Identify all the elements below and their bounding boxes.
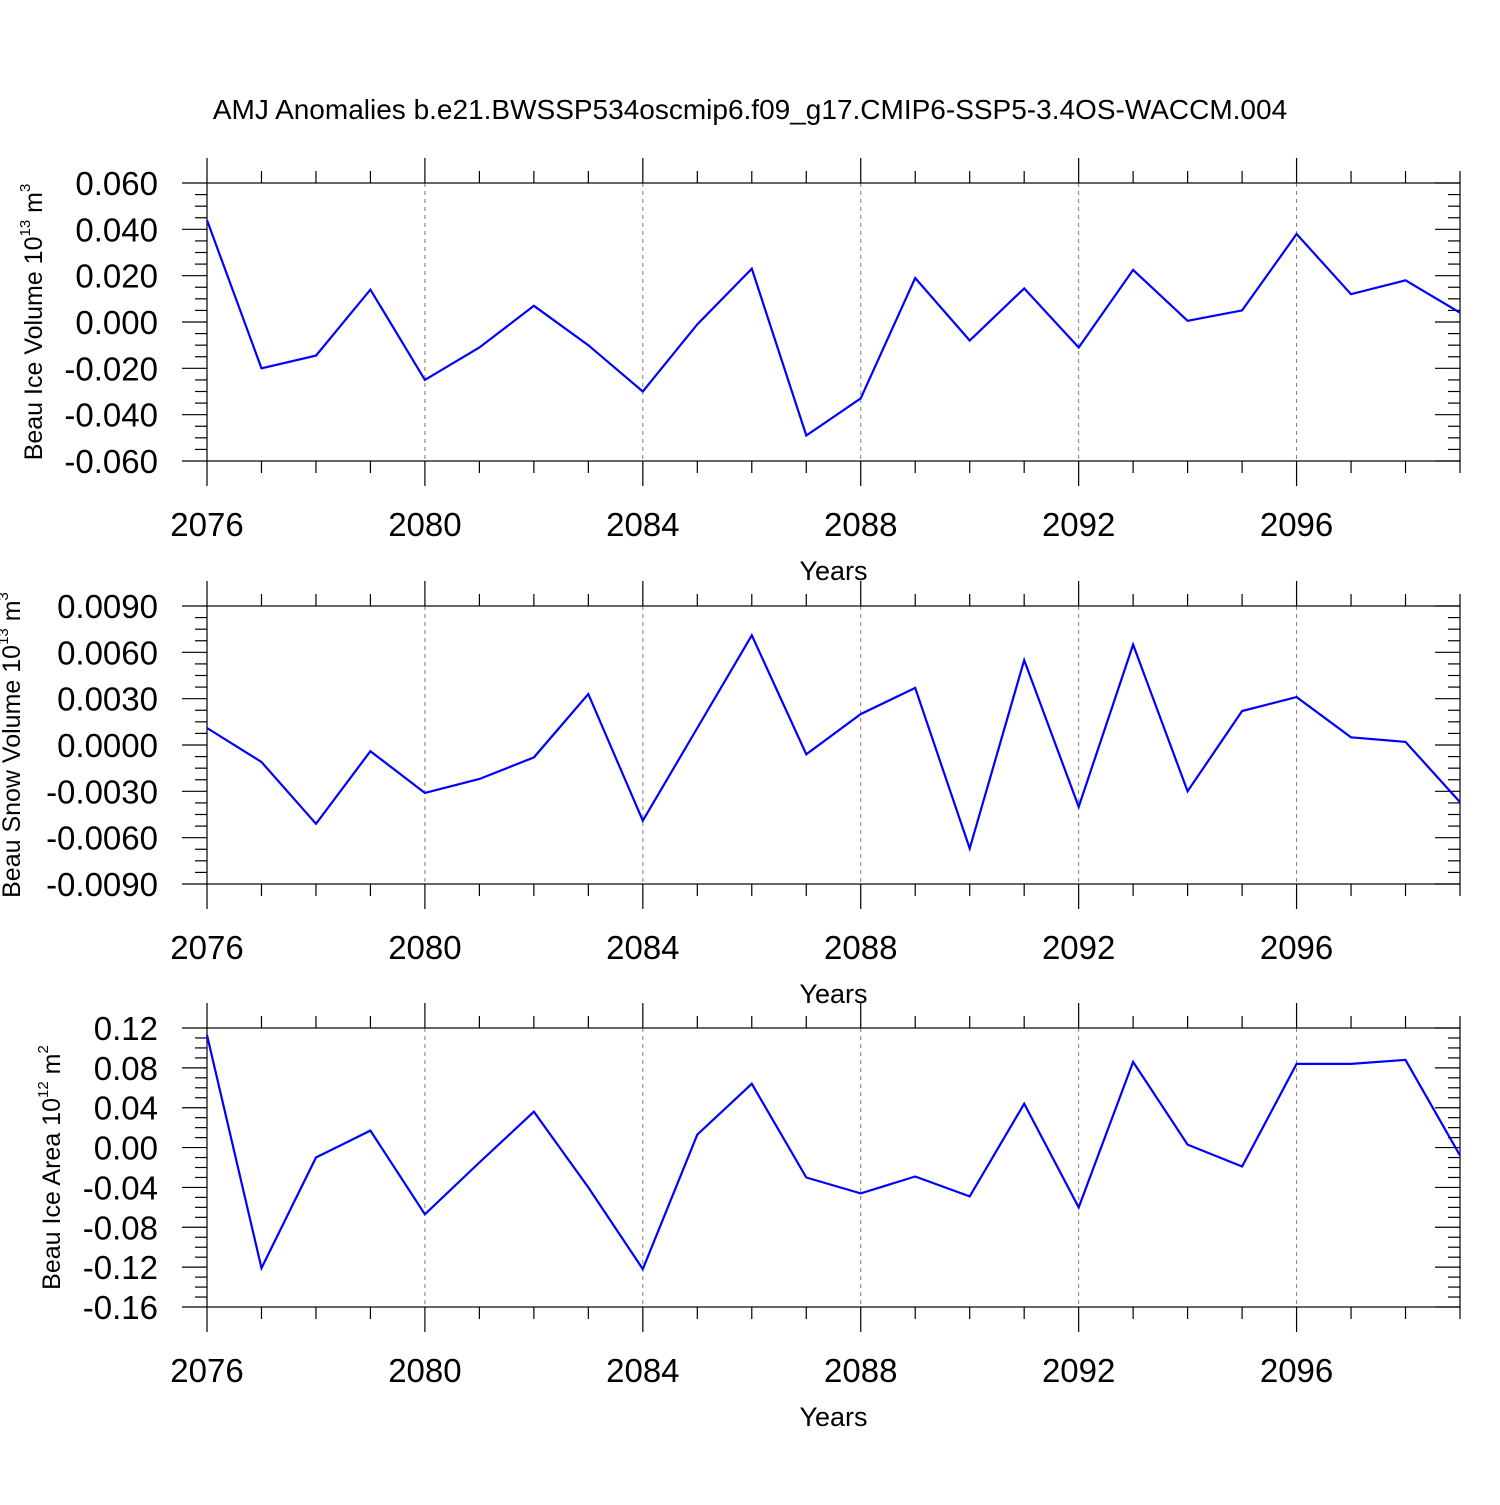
y-axis-label: Beau Snow Volume 1013 m3 bbox=[0, 592, 26, 898]
y-axis-label-text: Beau Snow Volume 10 bbox=[0, 645, 26, 898]
x-tick-label: 2080 bbox=[388, 506, 461, 543]
y-tick-label: 0.00 bbox=[94, 1130, 158, 1167]
series-line bbox=[206, 632, 1461, 853]
x-tick-label: 2096 bbox=[1260, 929, 1333, 966]
x-tick-label: 2080 bbox=[388, 929, 461, 966]
y-axis-label-text: Beau Ice Volume 10 bbox=[20, 237, 48, 461]
y-tick-label: 0.0090 bbox=[57, 588, 158, 625]
x-tick-label: 2088 bbox=[824, 1352, 897, 1389]
x-tick-label: 2076 bbox=[170, 506, 243, 543]
figure-title: AMJ Anomalies b.e21.BWSSP534oscmip6.f09_… bbox=[213, 94, 1287, 125]
y-axis-label: Beau Ice Area 1012 m2 bbox=[35, 1045, 66, 1290]
y-axis-label-unit-exponent: 2 bbox=[35, 1045, 52, 1053]
y-tick-label: 0.000 bbox=[75, 304, 158, 341]
x-tick-label: 2084 bbox=[606, 506, 679, 543]
y-tick-label: 0.0000 bbox=[57, 727, 158, 764]
y-tick-label: -0.04 bbox=[83, 1169, 158, 1206]
x-tick-label: 2084 bbox=[606, 929, 679, 966]
y-tick-label: -0.08 bbox=[83, 1209, 158, 1246]
x-tick-label: 2096 bbox=[1260, 1352, 1333, 1389]
y-tick-label: -0.16 bbox=[83, 1289, 158, 1326]
y-tick-label: -0.12 bbox=[83, 1249, 158, 1286]
x-tick-label: 2080 bbox=[388, 1352, 461, 1389]
x-tick-label: 2096 bbox=[1260, 506, 1333, 543]
y-tick-label: 0.040 bbox=[75, 211, 158, 248]
x-axis-label: Years bbox=[799, 979, 867, 1009]
y-tick-label: 0.12 bbox=[94, 1010, 158, 1047]
y-axis-label-unit: m bbox=[0, 600, 26, 628]
y-tick-label: 0.08 bbox=[94, 1050, 158, 1087]
x-tick-label: 2088 bbox=[824, 929, 897, 966]
y-tick-label: 0.060 bbox=[75, 165, 158, 202]
y-tick-label: 0.0060 bbox=[57, 634, 158, 671]
series-line bbox=[205, 219, 1461, 438]
panel-2: 2076 2080 2084 2088 2092 2096 Years 0.0090 0.006… bbox=[0, 581, 1461, 1009]
y-axis-label: Beau Ice Volume 1013 m3 bbox=[17, 184, 48, 461]
x-tick-label: 2092 bbox=[1042, 506, 1115, 543]
y-axis-label-unit: m bbox=[20, 192, 48, 220]
y-tick-label: 0.04 bbox=[94, 1090, 158, 1127]
panel-3: 2076 2080 2084 2088 2092 2096Years0.120.080.0… bbox=[35, 1003, 1461, 1432]
x-tick-label: 2076 bbox=[170, 1352, 243, 1389]
x-axis-label: Years bbox=[799, 556, 867, 586]
x-tick-label: 2084 bbox=[606, 1352, 679, 1389]
y-axis-label-unit-exponent: 3 bbox=[17, 184, 34, 192]
x-axis-label: Years bbox=[799, 1402, 867, 1432]
y-tick-label: -0.0030 bbox=[46, 773, 158, 810]
y-axis-label-exponent: 13 bbox=[0, 628, 12, 645]
series-line bbox=[205, 1034, 1461, 1272]
y-tick-label: -0.020 bbox=[64, 350, 158, 387]
y-tick-label: 0.0030 bbox=[57, 681, 158, 718]
x-tick-label: 2076 bbox=[170, 929, 243, 966]
x-tick-label: 2092 bbox=[1042, 1352, 1115, 1389]
y-tick-label: -0.0060 bbox=[46, 820, 158, 857]
y-axis-label-text: Beau Ice Area 10 bbox=[38, 1098, 66, 1290]
y-axis-label-unit: m bbox=[38, 1054, 66, 1082]
y-axis-label-exponent: 13 bbox=[17, 220, 34, 237]
y-tick-label: -0.040 bbox=[64, 397, 158, 434]
x-tick-label: 2092 bbox=[1042, 929, 1115, 966]
y-axis-label-unit-exponent: 3 bbox=[0, 592, 12, 600]
y-axis-label-exponent: 12 bbox=[35, 1081, 52, 1098]
panels: 2076 2080 2084 2088 2092 2096 Years 0.060 0.040 0… bbox=[0, 158, 1461, 1432]
x-tick-label: 2088 bbox=[824, 506, 897, 543]
y-tick-label: 0.020 bbox=[75, 258, 158, 295]
y-tick-label: -0.060 bbox=[64, 443, 158, 480]
panel-1: 2076 2080 2084 2088 2092 2096 Years 0.060 0.040 0… bbox=[17, 158, 1461, 586]
y-tick-label: -0.0090 bbox=[46, 866, 158, 903]
